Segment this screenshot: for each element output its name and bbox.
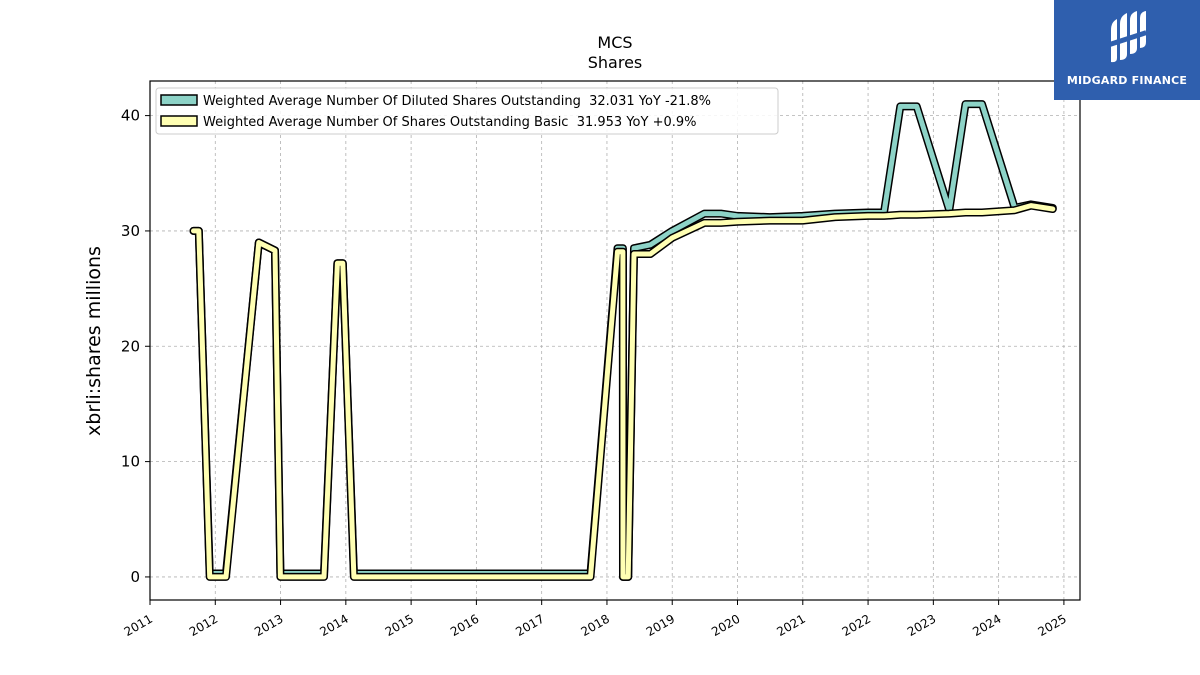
series-lines [189,100,1057,581]
legend-swatch-diluted [160,94,198,106]
chart-title: MCS [597,33,632,52]
logo-text: MIDGARD FINANCE [1066,74,1188,87]
grid [149,81,1080,600]
x-tick-label: 2016 [448,612,481,639]
y-tick-label: 40 [121,107,140,125]
y-axis-label: xbrli:shares millions [83,246,105,436]
x-tick-label: 2023 [905,612,938,639]
x-tick-label: 2020 [709,612,742,639]
series-line-1 [191,203,1056,580]
x-tick-label: 2014 [317,612,350,639]
brand-logo: MIDGARD FINANCE [1054,0,1200,100]
legend-box [155,87,779,135]
y-tick-label: 20 [121,337,140,355]
legend: Weighted Average Number Of Diluted Share… [155,87,779,135]
y-tick-label: 10 [121,453,140,471]
chart-subtitle: Shares [588,53,643,72]
x-tick-label: 2011 [122,612,155,639]
legend-label-diluted: Weighted Average Number Of Diluted Share… [203,94,711,109]
x-tick-label: 2025 [1035,612,1068,639]
x-tick-label: 2017 [513,612,546,639]
x-tick-label: 2024 [970,612,1003,639]
x-tick-label: 2012 [187,612,220,639]
midgard-logo-icon [1109,11,1147,63]
x-axis-ticks: 2011 2012 2013 2014 2015 2016 2017 2018 2019 2020… [122,600,1069,639]
x-tick-label: 2019 [644,612,677,639]
x-tick-label: 2021 [774,612,807,639]
y-tick-label: 0 [130,568,140,586]
x-tick-label: 2018 [579,612,612,639]
legend-swatch-basic [160,115,198,127]
legend-label-basic: Weighted Average Number Of Shares Outsta… [203,115,697,130]
x-tick-label: 2015 [383,612,416,639]
x-tick-label: 2022 [840,612,873,639]
x-tick-label: 2013 [252,612,285,639]
y-axis-ticks: 0 10 20 30 40 [121,107,150,586]
plot-frame [149,80,1081,601]
y-tick-label: 30 [121,222,140,240]
